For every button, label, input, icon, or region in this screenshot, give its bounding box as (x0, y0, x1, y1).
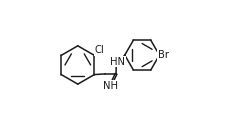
Text: NH: NH (103, 81, 118, 91)
Text: Br: Br (158, 50, 169, 60)
Text: Cl: Cl (95, 45, 105, 55)
Text: HN: HN (110, 57, 125, 67)
